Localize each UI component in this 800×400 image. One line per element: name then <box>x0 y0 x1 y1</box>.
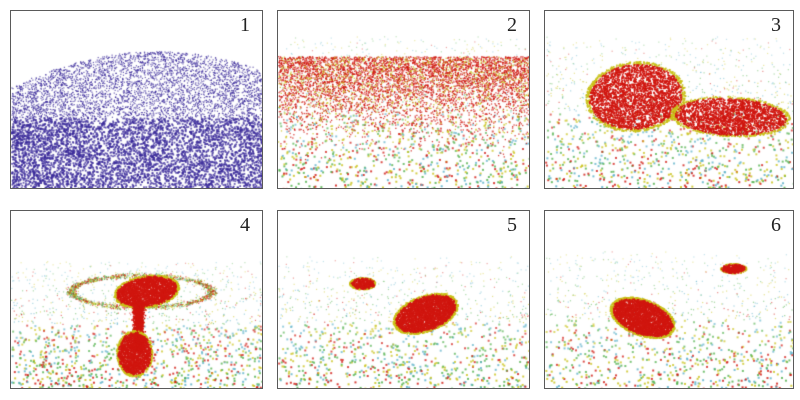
simulation-panel-4: 4 <box>10 210 263 389</box>
panel-number: 2 <box>507 14 517 36</box>
particle-field <box>11 11 262 188</box>
simulation-panel-1: 1 <box>10 10 263 189</box>
simulation-panel-2: 2 <box>277 10 530 189</box>
panel-number: 3 <box>771 14 781 36</box>
particle-field <box>11 211 262 388</box>
particle-field <box>545 211 793 388</box>
particle-field <box>278 11 529 188</box>
panel-number: 4 <box>240 214 250 236</box>
simulation-panel-3: 3 <box>544 10 794 189</box>
particle-field <box>278 211 529 388</box>
particle-field <box>545 11 793 188</box>
panel-number: 6 <box>771 214 781 236</box>
panel-number: 1 <box>240 14 250 36</box>
panel-number: 5 <box>507 214 517 236</box>
simulation-panel-6: 6 <box>544 210 794 389</box>
simulation-panel-5: 5 <box>277 210 530 389</box>
